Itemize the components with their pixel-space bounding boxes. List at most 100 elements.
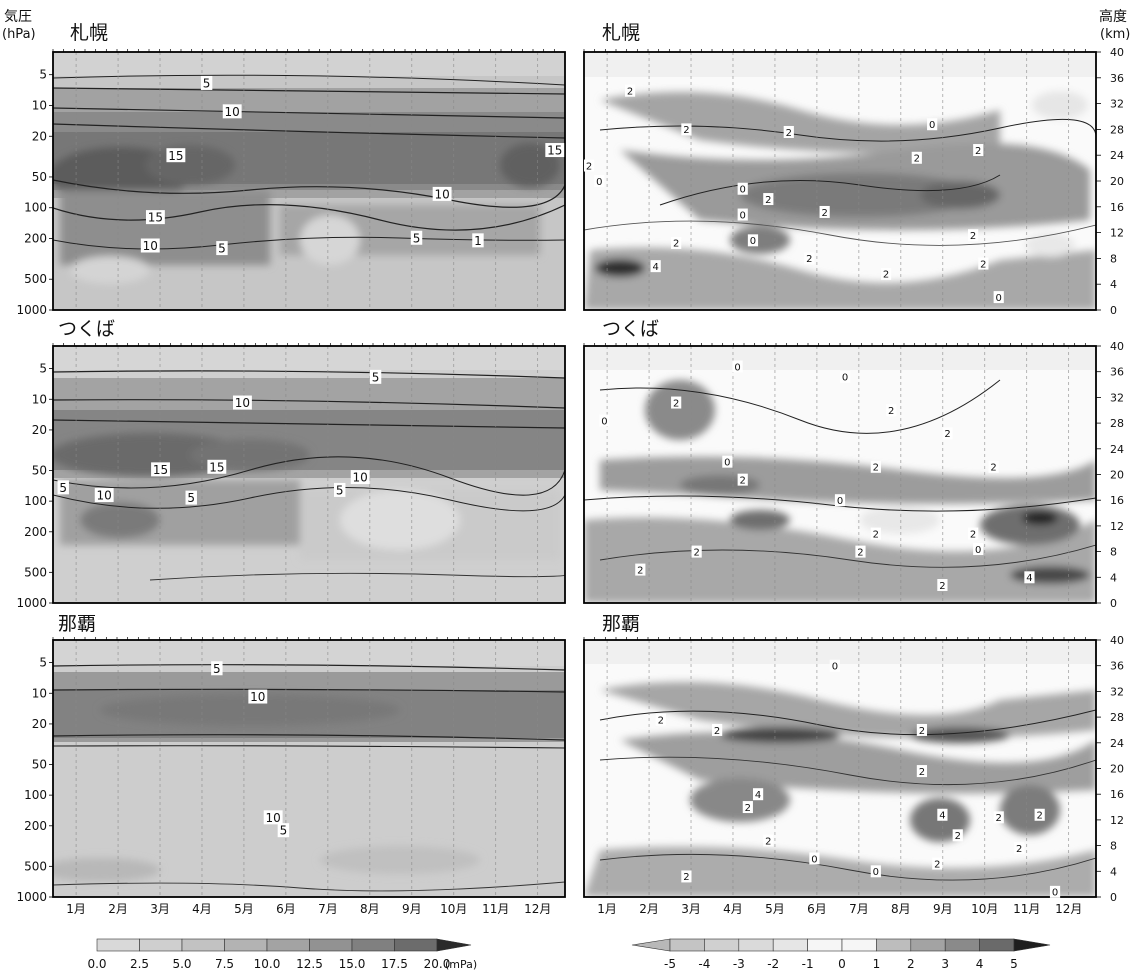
contour-label: 15: [153, 463, 168, 477]
y-tick-label: 50: [32, 170, 47, 184]
contour-label-bg: [737, 182, 748, 195]
contour-label: 2: [857, 547, 863, 558]
colorbar-swatch: [351, 938, 395, 952]
x-tick-label: 5月: [234, 902, 254, 916]
x-tick-label: 3月: [150, 902, 170, 916]
contour-label-bg: [804, 252, 815, 265]
contour-label-bg: [870, 460, 881, 473]
y-tick-label: 32: [1110, 98, 1124, 111]
panel-naha-ozone: 1月 2月 3月 4月 5月 6月 7月 8月 9月 10月 11月 12月5102050100200…: [16, 637, 566, 916]
contour-label: 0: [842, 373, 848, 384]
colorbar-extend-arrow: [436, 938, 472, 952]
contour-label: 2: [955, 831, 961, 842]
colorbar-tick-label: 10.0: [254, 957, 281, 971]
right-axis-label: 高度: [1099, 8, 1127, 25]
y-tick-label: 10: [32, 686, 47, 700]
contour-label: 10: [266, 811, 281, 825]
contour-label: 2: [919, 767, 925, 778]
x-tick-label: 4月: [192, 902, 212, 916]
contour-label: 2: [970, 529, 976, 540]
contour-label: 10: [250, 690, 265, 704]
colorbar-swatch: [181, 938, 225, 952]
contour-label: 2: [673, 398, 679, 409]
colorbar-swatch: [979, 938, 1015, 952]
contour-label-bg: [747, 234, 759, 247]
y-tick-label: 20: [32, 129, 47, 143]
contour-label-bg: [870, 527, 881, 540]
contour-label: 2: [683, 872, 689, 883]
panel-sapporo-ozone: 5 10 20 50 100 200 500 1000 5 10 15 10 15 10 5 5 15 1: [16, 49, 566, 317]
anomaly-field: [584, 346, 1096, 603]
y-tick-label: 28: [1110, 123, 1124, 136]
contour-label: 0: [734, 362, 740, 373]
colorbar-swatch: [738, 938, 774, 952]
y-tick-label: 1000: [16, 303, 47, 317]
contour-label-bg: [248, 689, 268, 704]
y-tick-label: 4: [1110, 571, 1117, 584]
contour-label: 2: [821, 208, 827, 219]
left-axis-unit: (hPa): [2, 27, 36, 42]
panel-title-sapporo-ozone: 札幌: [70, 22, 108, 44]
contour-label: 10: [143, 239, 158, 253]
y-tick-label: 1000: [16, 596, 47, 610]
contour-label: 2: [990, 463, 996, 474]
y-tick-label: 50: [32, 757, 47, 771]
colorbar-swatch: [876, 938, 912, 952]
contour-label: 15: [148, 211, 163, 225]
contour-label: 0: [996, 293, 1002, 304]
contour-label: 15: [547, 144, 562, 158]
x-tick-label: 3月: [681, 902, 701, 916]
y-tick-label: 500: [24, 565, 47, 579]
colorbar-tick-label: 2.5: [130, 957, 149, 971]
contour-label-bg: [584, 159, 595, 172]
contour-label-bg: [1049, 885, 1061, 898]
contour-label: 5: [59, 481, 67, 495]
colorbar-tick-label: 12.5: [296, 957, 323, 971]
contour-label-bg: [650, 260, 661, 273]
x-tick-label: 1月: [66, 902, 86, 916]
colorbar-swatch: [944, 938, 980, 952]
y-tick-label: 20: [1110, 469, 1124, 482]
contour-label: 2: [586, 161, 592, 172]
contour-label-bg: [942, 427, 953, 440]
right-axis-unit: (km): [1100, 27, 1130, 42]
x-tick-label: 9月: [402, 902, 422, 916]
contour-label: 2: [637, 565, 643, 576]
contour-label-bg: [834, 494, 846, 507]
contour-label-bg: [722, 455, 733, 468]
panel-title-sapporo-anomaly: 札幌: [602, 22, 640, 44]
x-tick-label: 6月: [276, 902, 296, 916]
contour-label: 0: [1052, 888, 1058, 899]
y-tick-label: 12: [1110, 520, 1124, 533]
colorbar-tick-label: 0.0: [87, 957, 106, 971]
contour-label-bg: [886, 404, 897, 417]
contour-label: 2: [714, 726, 720, 737]
contour-label-bg: [737, 473, 748, 486]
contour-label: 10: [97, 489, 112, 503]
y-tick-label: 5: [39, 362, 47, 376]
colorbar-tick-label: 4: [976, 957, 984, 971]
ozone-field: [53, 640, 565, 897]
colorbar-tick-label: 15.0: [339, 957, 366, 971]
x-tick-label: 7月: [318, 902, 338, 916]
y-tick-label: 20: [32, 423, 47, 437]
contour-label: 2: [627, 87, 633, 98]
contour-label: 5: [203, 77, 211, 91]
contour-label-bg: [200, 75, 213, 90]
contour-label: 0: [811, 854, 817, 865]
y-tick-label: 20: [32, 717, 47, 731]
x-tick-label: 11月: [482, 902, 509, 916]
contour-label-bg: [691, 545, 702, 558]
y-tick-label: 36: [1110, 366, 1124, 379]
colorbar-extend-arrow: [1013, 938, 1051, 952]
contour-label: 5: [372, 370, 380, 384]
contour-label-bg: [855, 545, 866, 558]
x-tick-label: 2月: [108, 902, 128, 916]
y-tick-label: 40: [1110, 46, 1124, 59]
contour-label-bg: [763, 193, 774, 206]
contour-label: 4: [652, 262, 658, 273]
y-tick-label: 20: [1110, 175, 1124, 188]
contour-label: 4: [755, 790, 761, 801]
y-tick-label: 5: [39, 68, 47, 82]
